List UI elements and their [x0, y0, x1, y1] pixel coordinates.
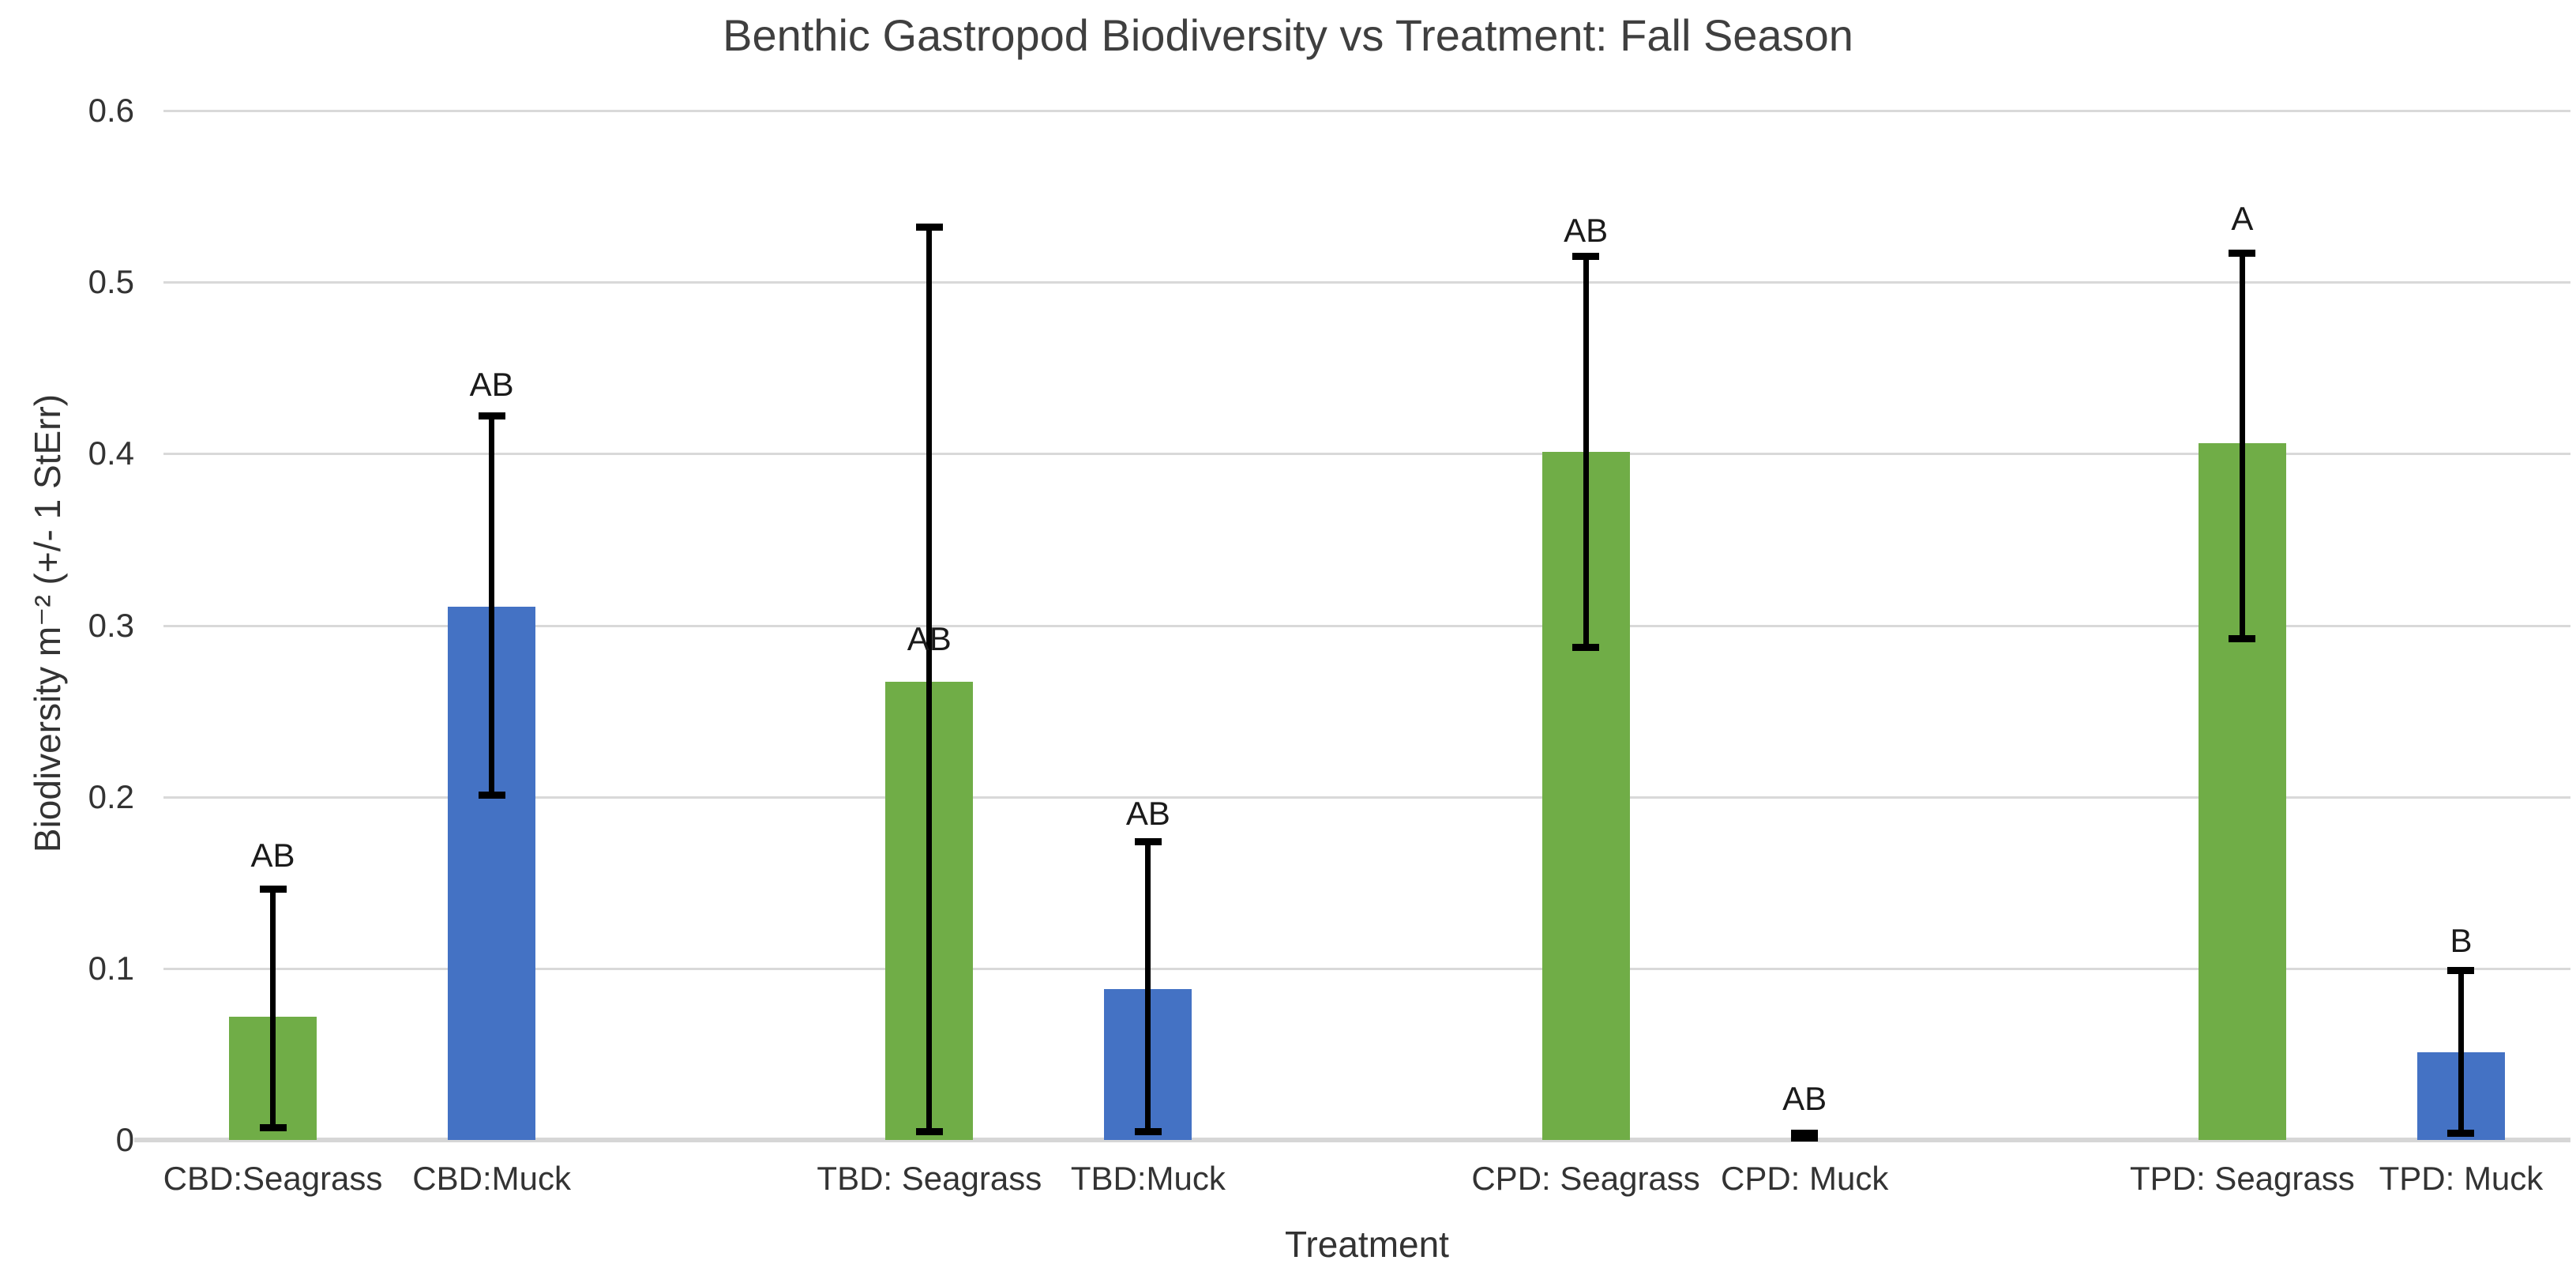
significance-letter: AB	[1125, 795, 1170, 833]
error-bar-line	[1145, 841, 1151, 1132]
gridline	[163, 453, 2570, 456]
error-bar-line	[926, 227, 933, 1132]
significance-letter: B	[2450, 922, 2473, 960]
error-bar-bottom-cap	[1134, 1127, 1162, 1135]
x-tick-label: CBD:Muck	[412, 1160, 571, 1197]
x-tick-label: TPD: Seagrass	[2129, 1160, 2355, 1197]
error-bar-top-cap	[1791, 1129, 1819, 1137]
significance-letter: AB	[1782, 1079, 1827, 1117]
x-tick-label: TPD: Muck	[2379, 1160, 2544, 1197]
significance-letter: AB	[469, 366, 514, 404]
significance-letter: A	[2231, 199, 2254, 237]
x-tick-label: CPD: Muck	[1720, 1160, 1889, 1197]
gridline	[163, 110, 2570, 112]
error-bar-bottom-cap	[2447, 1129, 2475, 1137]
y-tick-label: 0.6	[88, 92, 134, 129]
x-axis-title: Treatment	[1285, 1224, 1449, 1265]
error-bar-top-cap	[1134, 837, 1162, 845]
x-tick-label: TBD: Seagrass	[817, 1160, 1042, 1197]
y-tick-label: 0.2	[88, 777, 134, 815]
error-bar-top-cap	[2229, 249, 2256, 257]
y-tick-label: 0.4	[88, 434, 134, 472]
x-tick-label: CBD:Seagrass	[163, 1160, 383, 1197]
error-bar-bottom-cap	[1791, 1134, 1819, 1142]
y-tick-label: 0.3	[88, 606, 134, 644]
error-bar-bottom-cap	[259, 1124, 287, 1132]
error-bar-bottom-cap	[1572, 644, 1600, 652]
error-bar-top-cap	[478, 412, 505, 420]
x-tick-label: CPD: Seagrass	[1471, 1160, 1700, 1197]
error-bar-bottom-cap	[2229, 635, 2256, 643]
y-tick-label: 0.5	[88, 263, 134, 301]
error-bar-top-cap	[259, 886, 287, 893]
error-bar-line	[2239, 253, 2245, 639]
y-tick-label: 0	[115, 1121, 134, 1158]
error-bar-top-cap	[2447, 966, 2475, 974]
error-bar-line	[1583, 256, 1589, 648]
error-bar-bottom-cap	[915, 1127, 943, 1135]
x-tick-label: TBD:Muck	[1070, 1160, 1226, 1197]
error-bar-line	[2458, 970, 2464, 1134]
significance-letter: AB	[907, 619, 952, 657]
error-bar-line	[270, 889, 276, 1128]
error-bar-top-cap	[915, 224, 943, 231]
significance-letter: AB	[250, 836, 295, 874]
gridline	[163, 967, 2570, 970]
significance-letter: AB	[1564, 212, 1609, 250]
error-bar-line	[489, 416, 495, 796]
error-bar-top-cap	[1572, 253, 1600, 261]
gridline	[163, 624, 2570, 627]
y-tick-label: 0.1	[88, 949, 134, 987]
chart-title: Benthic Gastropod Biodiversity vs Treatm…	[723, 10, 1853, 60]
gridline	[163, 796, 2570, 799]
error-bar-bottom-cap	[478, 791, 505, 799]
x-axis-line	[134, 1138, 2570, 1142]
gridline	[163, 281, 2570, 284]
